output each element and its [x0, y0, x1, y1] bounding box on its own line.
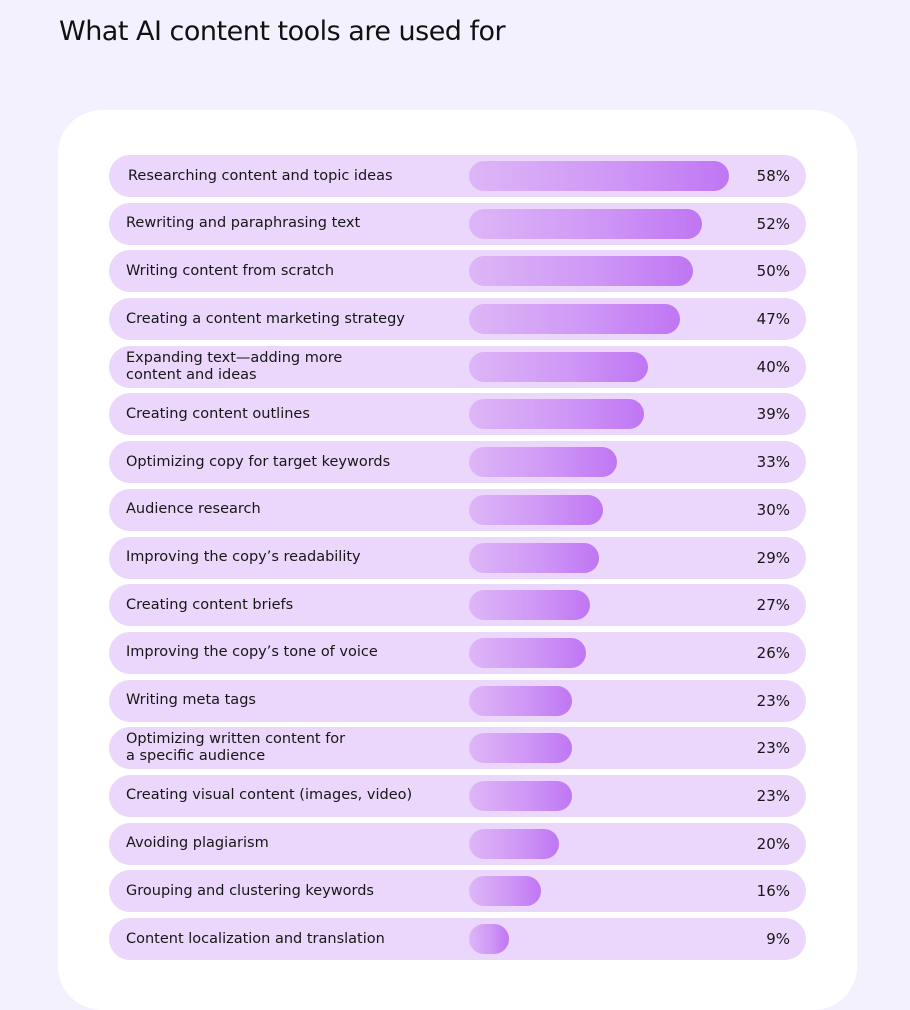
bar — [469, 494, 604, 525]
bar — [469, 304, 680, 335]
category-label: Optimizing written content for a specifi… — [126, 731, 346, 765]
category-label: Audience research — [126, 501, 261, 518]
value-label: 23% — [756, 786, 790, 805]
chart-card: Researching content and topic ideas 58% Re… — [58, 110, 857, 1010]
category-label: Writing meta tags — [126, 692, 256, 709]
category-label: Creating visual content (images, video) — [126, 787, 413, 804]
bar-row: Optimizing written content for a specifi… — [109, 727, 806, 770]
category-label: Improving the copy’s readability — [126, 549, 361, 565]
category-label: Expanding text—adding more content and i… — [126, 349, 343, 383]
bar — [469, 780, 573, 811]
page-title: What AI content tools are used for — [59, 16, 506, 47]
value-label: 30% — [756, 500, 790, 519]
bar — [469, 590, 591, 621]
value-label: 27% — [756, 596, 790, 615]
bar-row: Audience research 30% — [109, 488, 806, 531]
value-label: 47% — [756, 310, 790, 329]
bar-track — [469, 733, 729, 764]
value-label: 50% — [756, 262, 790, 281]
bar — [469, 351, 649, 382]
bar-row: Researching content and topic ideas 58% — [109, 155, 806, 197]
bar — [469, 399, 644, 430]
category-label: Creating content briefs — [126, 596, 294, 613]
bar-row: Creating visual content (images, video) 2… — [109, 774, 806, 817]
category-label: Avoiding plagiarism — [126, 835, 269, 852]
value-label: 52% — [756, 214, 790, 233]
bar-track — [469, 208, 729, 239]
bar-chart: Researching content and topic ideas 58% Re… — [109, 155, 806, 966]
bar — [469, 733, 573, 764]
bar-track — [469, 590, 729, 621]
category-label: Rewriting and paraphrasing text — [126, 215, 361, 232]
bar-track — [469, 494, 729, 525]
value-label: 40% — [756, 357, 790, 376]
bar-row: Optimizing copy for target keywords 33% — [109, 441, 806, 484]
bar — [469, 828, 559, 859]
category-label: Improving the copy’s tone of voice — [126, 644, 378, 661]
bar-track — [469, 256, 729, 287]
bar — [469, 637, 586, 668]
bar-track — [469, 351, 729, 382]
value-label: 16% — [756, 882, 790, 901]
bar-track — [469, 876, 729, 907]
bar-track — [469, 161, 729, 191]
bar — [469, 256, 694, 287]
category-label: Grouping and clustering keywords — [126, 882, 374, 899]
bar-row: Improving the copy’s readability 29% — [109, 536, 806, 579]
bar-track — [469, 447, 729, 478]
category-label: Researching content and topic ideas — [128, 167, 393, 184]
bar — [469, 876, 541, 907]
bar-row: Writing content from scratch 50% — [109, 250, 806, 293]
bar-row: Creating a content marketing strategy 47% — [109, 298, 806, 341]
category-label: Creating content outlines — [126, 405, 310, 422]
bar-track — [469, 399, 729, 430]
bar-row: Expanding text—adding more content and i… — [109, 345, 806, 388]
bar-track — [469, 828, 729, 859]
value-label: 23% — [756, 739, 790, 758]
category-label: Creating a content marketing strategy — [126, 310, 405, 327]
value-label: 9% — [766, 930, 790, 948]
bar-row: Creating content briefs 27% — [109, 584, 806, 627]
bar — [469, 685, 573, 716]
bar-track — [469, 637, 729, 668]
bar-track — [469, 685, 729, 716]
category-label: Content localization and translation — [126, 930, 385, 947]
category-label: Optimizing copy for target keywords — [126, 453, 391, 470]
bar-track — [469, 924, 729, 954]
value-label: 39% — [756, 405, 790, 424]
bar-row: Improving the copy’s tone of voice 26% — [109, 631, 806, 674]
bar — [469, 447, 617, 478]
bar — [469, 208, 703, 239]
bar-row: Rewriting and paraphrasing text 52% — [109, 202, 806, 245]
value-label: 29% — [756, 548, 790, 567]
bar-track — [469, 780, 729, 811]
bar — [469, 542, 599, 573]
bar-track — [469, 304, 729, 335]
value-label: 58% — [756, 167, 790, 185]
bar — [469, 924, 510, 954]
bar-row: Grouping and clustering keywords 16% — [109, 870, 806, 913]
bar — [469, 161, 729, 191]
value-label: 26% — [756, 643, 790, 662]
value-label: 20% — [756, 834, 790, 853]
bar-row: Writing meta tags 23% — [109, 679, 806, 722]
value-label: 33% — [756, 453, 790, 472]
bar-row: Content localization and translation 9% — [109, 918, 806, 960]
value-label: 23% — [756, 691, 790, 710]
bar-row: Creating content outlines 39% — [109, 393, 806, 436]
bar-track — [469, 542, 729, 573]
bar-row: Avoiding plagiarism 20% — [109, 822, 806, 865]
category-label: Writing content from scratch — [126, 262, 335, 279]
